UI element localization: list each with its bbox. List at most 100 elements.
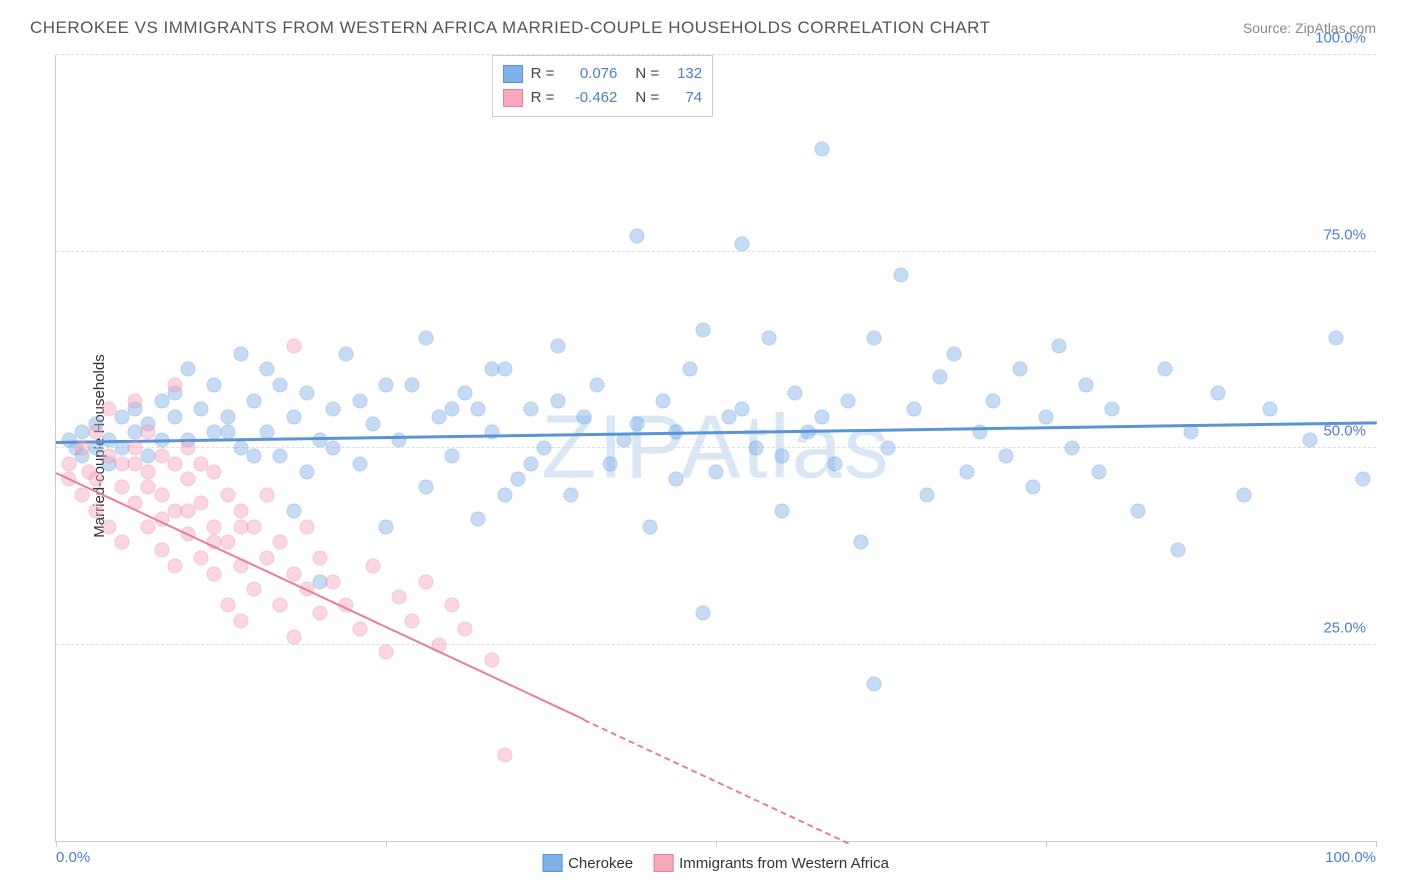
scatter-point [273,535,288,550]
grid-line [56,251,1376,252]
scatter-point [920,488,935,503]
scatter-point [141,425,156,440]
scatter-point [735,401,750,416]
legend-label: Cherokee [568,855,633,872]
scatter-point [167,378,182,393]
scatter-point [286,503,301,518]
grid-line [56,644,1376,645]
scatter-point [220,488,235,503]
scatter-point [748,441,763,456]
scatter-point [524,401,539,416]
scatter-point [709,464,724,479]
scatter-point [445,448,460,463]
scatter-point [1052,338,1067,353]
scatter-point [445,401,460,416]
x-tick-label: 100.0% [1325,849,1376,866]
scatter-point [893,268,908,283]
scatter-point [154,488,169,503]
scatter-point [365,417,380,432]
scatter-point [115,480,130,495]
scatter-point [181,441,196,456]
scatter-point [286,629,301,644]
scatter-point [88,472,103,487]
x-tick [56,841,57,847]
scatter-point [590,378,605,393]
scatter-point [471,511,486,526]
scatter-point [101,401,116,416]
x-tick [716,841,717,847]
scatter-point [1355,472,1370,487]
scatter-point [788,385,803,400]
legend-item: Cherokee [542,854,633,872]
scatter-point [365,558,380,573]
scatter-point [986,393,1001,408]
scatter-point [379,645,394,660]
watermark: ZIPAtlas [541,397,890,500]
scatter-point [207,464,222,479]
scatter-point [735,236,750,251]
scatter-point [273,378,288,393]
scatter-point [603,456,618,471]
stat-n-label: N = [635,62,659,86]
scatter-point [1210,385,1225,400]
scatter-point [141,464,156,479]
scatter-point [273,448,288,463]
scatter-point [643,519,658,534]
scatter-point [946,346,961,361]
scatter-point [194,551,209,566]
legend-label: Immigrants from Western Africa [679,855,889,872]
scatter-point [550,393,565,408]
scatter-point [115,535,130,550]
scatter-point [101,519,116,534]
scatter-point [181,362,196,377]
scatter-point [458,385,473,400]
scatter-point [563,488,578,503]
scatter-point [286,409,301,424]
header: CHEROKEE VS IMMIGRANTS FROM WESTERN AFRI… [30,18,1376,38]
scatter-point [1171,543,1186,558]
scatter-point [247,393,262,408]
scatter-point [247,519,262,534]
series-swatch [503,65,523,83]
scatter-point [550,338,565,353]
scatter-point [880,441,895,456]
scatter-point [273,598,288,613]
scatter-point [220,535,235,550]
legend-swatch [542,854,562,872]
scatter-point [260,362,275,377]
scatter-point [233,613,248,628]
chart-area: ZIPAtlas 25.0%50.0%75.0%100.0%0.0%100.0%… [55,55,1376,842]
scatter-point [537,441,552,456]
scatter-point [907,401,922,416]
scatter-point [326,441,341,456]
stat-row: R =0.076N =132 [503,62,703,86]
scatter-point [379,519,394,534]
trend-line-dashed [584,719,849,844]
scatter-point [167,456,182,471]
series-swatch [503,89,523,107]
scatter-point [867,676,882,691]
scatter-point [577,409,592,424]
scatter-point [656,393,671,408]
scatter-point [299,519,314,534]
y-tick-label: 50.0% [1323,423,1366,440]
scatter-point [286,338,301,353]
y-tick-label: 25.0% [1323,619,1366,636]
scatter-point [1105,401,1120,416]
scatter-point [220,598,235,613]
scatter-point [62,456,77,471]
scatter-point [761,330,776,345]
scatter-point [669,472,684,487]
scatter-point [88,503,103,518]
scatter-point [695,323,710,338]
stats-box: R =0.076N =132R =-0.462N =74 [492,55,714,117]
scatter-point [695,606,710,621]
scatter-point [1157,362,1172,377]
scatter-point [1131,503,1146,518]
scatter-point [629,228,644,243]
scatter-point [260,488,275,503]
scatter-point [313,551,328,566]
scatter-point [326,401,341,416]
scatter-point [418,330,433,345]
scatter-point [154,543,169,558]
